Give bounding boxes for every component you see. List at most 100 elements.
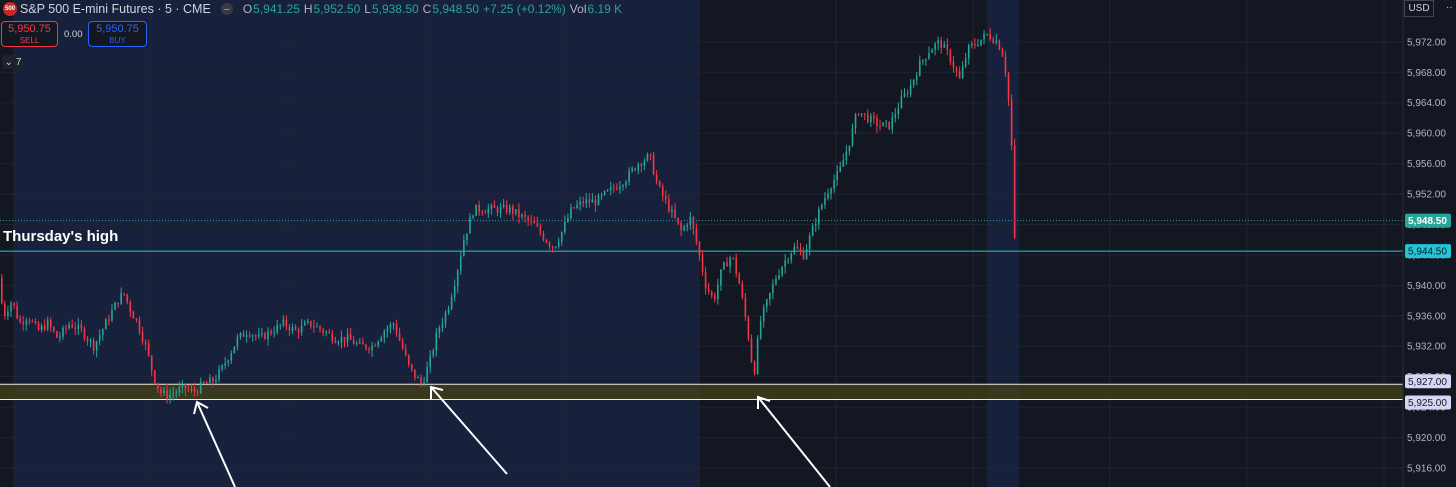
candle-body bbox=[686, 224, 689, 227]
candle-body bbox=[111, 310, 113, 321]
candle-body bbox=[533, 220, 536, 224]
candle-body bbox=[640, 164, 643, 166]
candle-body bbox=[460, 256, 462, 271]
candle-body bbox=[827, 193, 829, 199]
candle-body bbox=[221, 365, 223, 370]
candle-body bbox=[484, 212, 487, 214]
candle-body bbox=[456, 270, 459, 287]
candle-body bbox=[279, 324, 282, 326]
candle-body bbox=[132, 311, 135, 319]
candle-body bbox=[248, 335, 251, 337]
candle-body bbox=[46, 319, 49, 330]
candle-body bbox=[582, 201, 584, 204]
candle-body bbox=[998, 40, 1001, 50]
candle-body bbox=[720, 269, 722, 286]
candle-body bbox=[793, 246, 796, 254]
candle-body bbox=[946, 44, 949, 51]
candle-body bbox=[386, 328, 389, 332]
candle-body bbox=[392, 323, 395, 325]
candle-body bbox=[821, 204, 823, 209]
candle-body bbox=[441, 323, 444, 329]
candle-body bbox=[101, 329, 104, 336]
candle-body bbox=[68, 324, 70, 329]
candle-body bbox=[619, 186, 621, 190]
candle-body bbox=[86, 338, 89, 341]
candle-body bbox=[233, 346, 236, 354]
candle-body bbox=[273, 332, 275, 334]
candle-body bbox=[766, 299, 768, 308]
candle-body bbox=[943, 44, 946, 48]
candle-body bbox=[845, 151, 848, 161]
candle-body bbox=[493, 205, 496, 208]
candle-body bbox=[215, 379, 217, 382]
candle-body bbox=[1010, 99, 1013, 146]
candle-body bbox=[267, 331, 269, 340]
candle-body bbox=[368, 348, 370, 351]
candle-body bbox=[236, 337, 239, 347]
candle-body bbox=[98, 335, 101, 342]
candle-body bbox=[505, 204, 508, 213]
candle-body bbox=[89, 340, 92, 342]
ellipsis-icon[interactable]: ·· bbox=[1446, 2, 1453, 13]
candle-body bbox=[909, 85, 912, 95]
candle-body bbox=[971, 43, 973, 45]
candle-body bbox=[150, 355, 153, 371]
candle-body bbox=[270, 331, 272, 334]
candle-body bbox=[187, 389, 190, 391]
symbol-title[interactable]: S&P 500 E-mini Futures · 5 · CME bbox=[20, 2, 211, 16]
candle-body bbox=[135, 318, 138, 320]
arrow-3-head bbox=[757, 395, 771, 409]
candle-body bbox=[105, 319, 107, 330]
candle-body bbox=[80, 324, 83, 329]
candle-body bbox=[756, 338, 759, 374]
candle-body bbox=[772, 284, 774, 293]
price-tags: 5,948.50 5,944.50 5,927.00 5,925.00 bbox=[1405, 213, 1451, 410]
candle-body bbox=[931, 49, 933, 53]
candle-body bbox=[389, 324, 392, 329]
candle-body bbox=[606, 189, 609, 192]
candle-body bbox=[762, 307, 765, 321]
candle-body bbox=[594, 199, 597, 206]
eye-icon[interactable]: – bbox=[220, 3, 233, 15]
currency-selector[interactable]: USD bbox=[1404, 0, 1434, 17]
candle-body bbox=[628, 170, 630, 182]
price-axis-tick-label: 5,920.00 bbox=[1407, 433, 1446, 444]
candle-body bbox=[371, 345, 373, 351]
candle-body bbox=[16, 305, 18, 319]
candle-body bbox=[13, 302, 15, 306]
spread-value: 0.00 bbox=[64, 29, 83, 40]
candle-body bbox=[674, 209, 676, 218]
candle-body bbox=[487, 208, 490, 213]
candle-body bbox=[707, 288, 710, 292]
candle-body bbox=[527, 217, 529, 221]
price-axis-tick-label: 5,956.00 bbox=[1407, 159, 1446, 170]
candle-body bbox=[157, 383, 159, 389]
arrow-2 bbox=[430, 386, 508, 475]
candle-body bbox=[833, 179, 835, 189]
candle-body bbox=[600, 194, 603, 196]
candle-body bbox=[588, 199, 591, 203]
sell-button[interactable]: 5,950.75 SELL bbox=[1, 21, 58, 47]
candle-body bbox=[585, 199, 588, 204]
indicators-collapse-button[interactable]: ⌄ 7 bbox=[2, 55, 24, 69]
candle-body bbox=[398, 333, 401, 341]
candle-body bbox=[172, 393, 174, 395]
candle-body bbox=[989, 33, 991, 40]
candle-body bbox=[557, 241, 560, 247]
ohlc-high-label: H bbox=[303, 2, 313, 16]
ohlc-change: +7.25 (+0.12%) bbox=[483, 2, 566, 16]
price-tag-last bbox=[1405, 213, 1451, 228]
candle-body bbox=[900, 96, 903, 109]
candle-body bbox=[65, 327, 67, 329]
candle-body bbox=[337, 342, 340, 344]
candle-body bbox=[28, 320, 31, 322]
candle-body bbox=[961, 66, 964, 79]
candle-body bbox=[622, 185, 624, 187]
candle-body bbox=[414, 369, 416, 378]
candle-body bbox=[955, 67, 958, 72]
candle-body bbox=[952, 61, 955, 68]
buy-button[interactable]: 5,950.75 BUY bbox=[88, 21, 147, 47]
candle-body bbox=[591, 199, 594, 203]
